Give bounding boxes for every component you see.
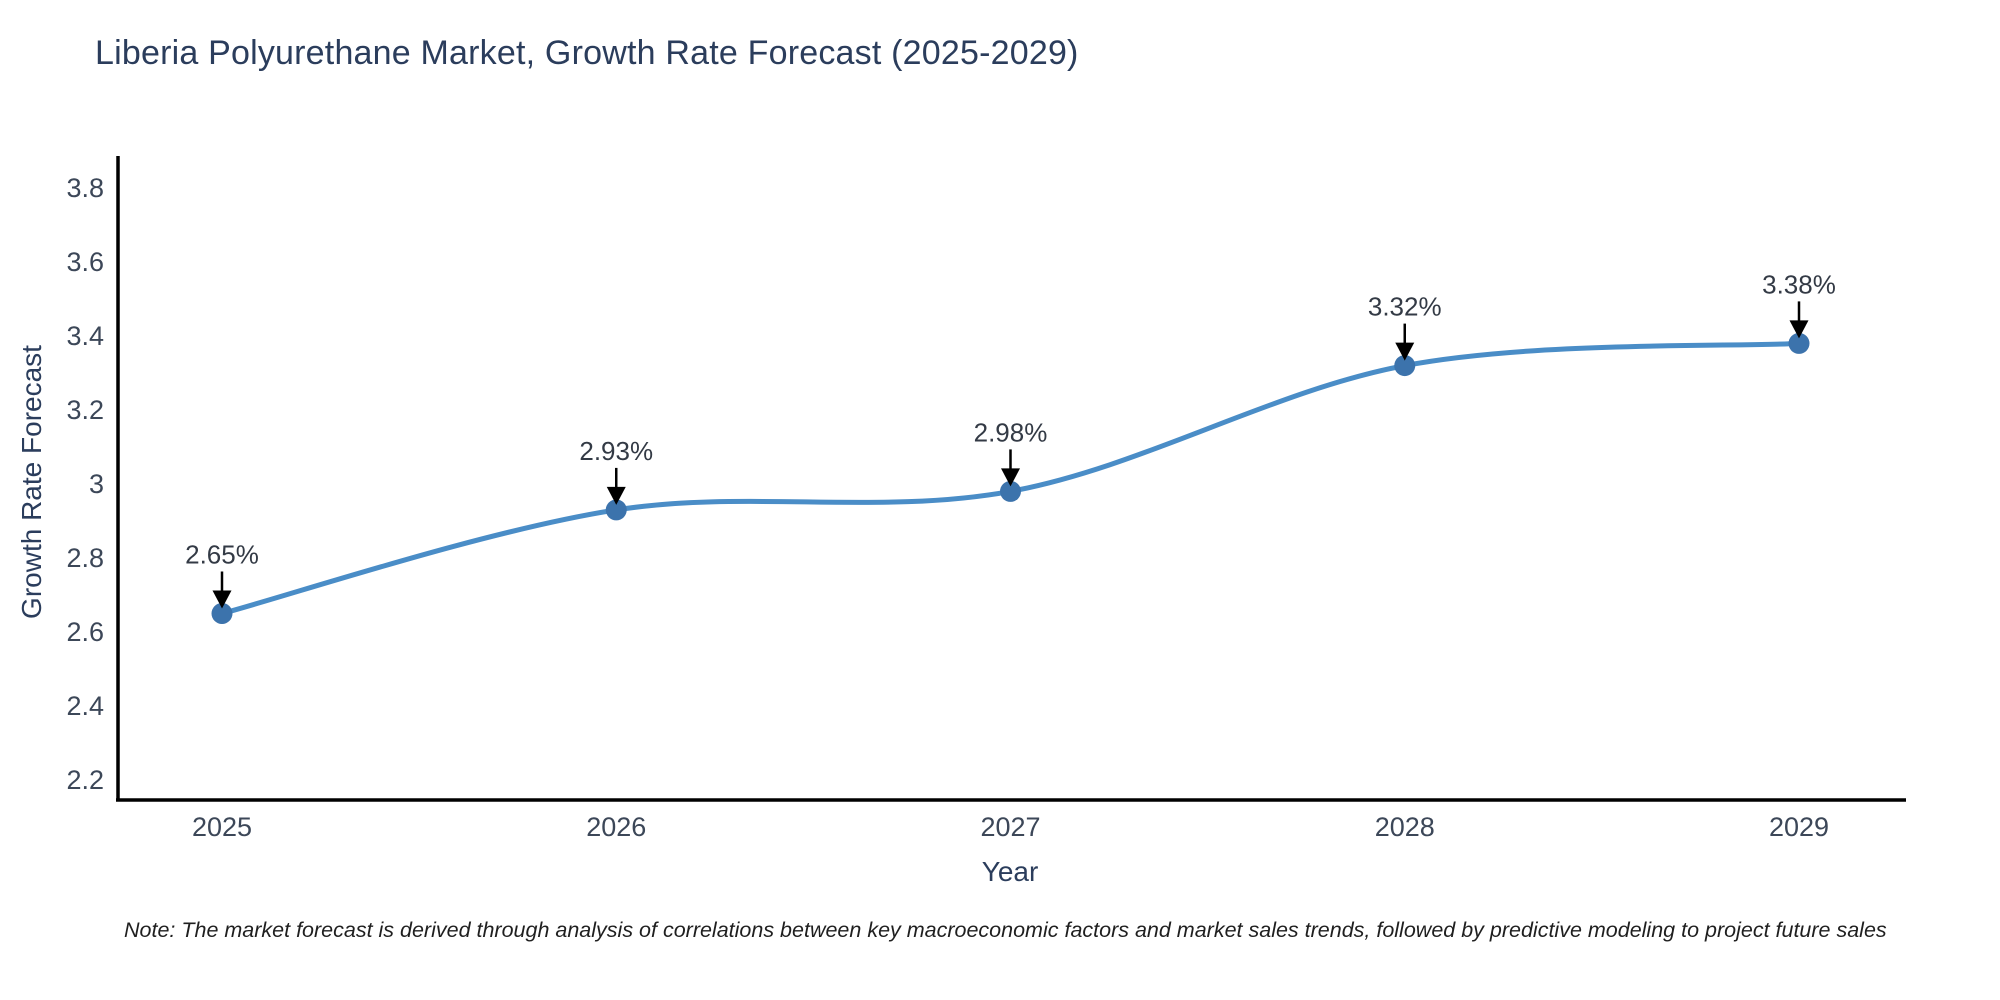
y-tick-label: 2.4	[66, 691, 104, 721]
x-tick-label: 2025	[192, 812, 252, 842]
y-tick-label: 3.2	[66, 395, 104, 425]
annotation-label: 2.93%	[579, 436, 653, 466]
annotation-arrowhead	[1001, 468, 1020, 487]
y-axis-title: Growth Rate Forecast	[16, 345, 47, 619]
annotation-arrowhead	[1395, 342, 1415, 361]
x-tick-label: 2027	[980, 812, 1040, 842]
data-point-marker	[1788, 332, 1810, 354]
chart-title: Liberia Polyurethane Market, Growth Rate…	[95, 34, 1079, 72]
data-point-marker	[1394, 355, 1416, 377]
y-tick-label: 3.4	[66, 321, 104, 351]
annotation-label: 3.38%	[1762, 269, 1836, 299]
x-tick-label: 2028	[1375, 812, 1435, 842]
footnote: Note: The market forecast is derived thr…	[124, 918, 1887, 942]
y-tick-label: 3.6	[66, 247, 104, 277]
data-point-marker	[1000, 480, 1021, 502]
x-tick-label: 2029	[1769, 812, 1829, 842]
annotation-arrowhead	[606, 486, 626, 505]
data-point-marker	[605, 499, 627, 521]
x-tick-label: 2026	[586, 812, 646, 842]
data-point-marker	[211, 603, 233, 624]
y-tick-label: 2.2	[66, 765, 104, 795]
annotation-arrowhead	[212, 590, 232, 609]
y-tick-label: 2.6	[66, 617, 104, 647]
annotation-arrowhead	[1789, 320, 1809, 339]
x-axis-title: Year	[981, 856, 1039, 887]
y-tick-label: 2.8	[66, 543, 104, 573]
y-tick-label: 3	[89, 469, 104, 499]
annotation-label: 3.32%	[1368, 292, 1442, 322]
annotation-label: 2.98%	[974, 417, 1048, 447]
y-tick-label: 3.8	[66, 173, 104, 203]
annotation-label: 2.65%	[185, 540, 259, 570]
